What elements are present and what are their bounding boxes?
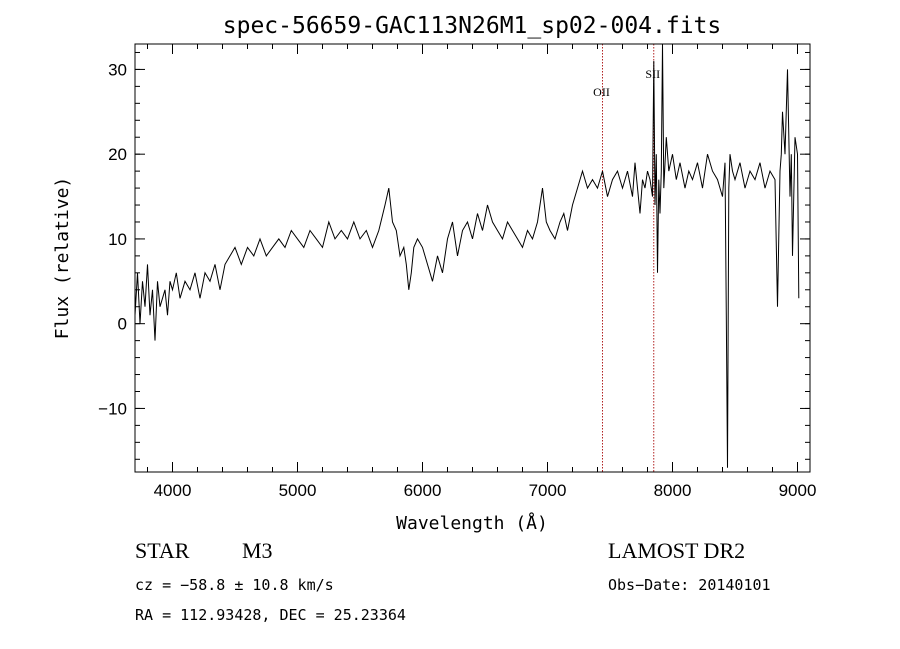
plot-area: 4000 5000 6000 7000 8000 9000 −10 0 10 20 30 OII SII	[98, 44, 816, 500]
x-tick-label: 8000	[654, 481, 692, 500]
reference-line-label: SII	[645, 67, 660, 81]
y-tick-label: 20	[108, 145, 127, 164]
coordinates-label: RA = 112.93428, DEC = 25.23364	[135, 606, 406, 624]
x-axis-label: Wavelength (Å)	[396, 512, 548, 534]
y-tick-label: 30	[108, 60, 127, 79]
spectrum-line	[135, 44, 800, 468]
x-tick-label: 4000	[154, 481, 192, 500]
x-tick-label: 5000	[279, 481, 317, 500]
object-class-label: STAR	[135, 538, 190, 563]
subclass-label: M3	[242, 538, 273, 563]
x-tick-label: 9000	[779, 481, 817, 500]
y-axis-label: Flux (relative)	[52, 177, 73, 340]
y-tick-label: 0	[118, 315, 127, 334]
y-tick-label: −10	[98, 399, 127, 418]
plot-frame	[134, 43, 811, 473]
survey-label: LAMOST DR2	[608, 538, 745, 563]
redshift-label: cz = −58.8 ± 10.8 km/s	[135, 576, 334, 594]
y-tick-label: 10	[108, 230, 127, 249]
reference-line-label: OII	[593, 85, 610, 99]
x-tick-label: 6000	[404, 481, 442, 500]
chart-title: spec-56659-GAC113N26M1_sp02-004.fits	[223, 13, 722, 39]
obs-date-label: Obs−Date: 20140101	[608, 576, 771, 594]
x-tick-label: 7000	[529, 481, 567, 500]
